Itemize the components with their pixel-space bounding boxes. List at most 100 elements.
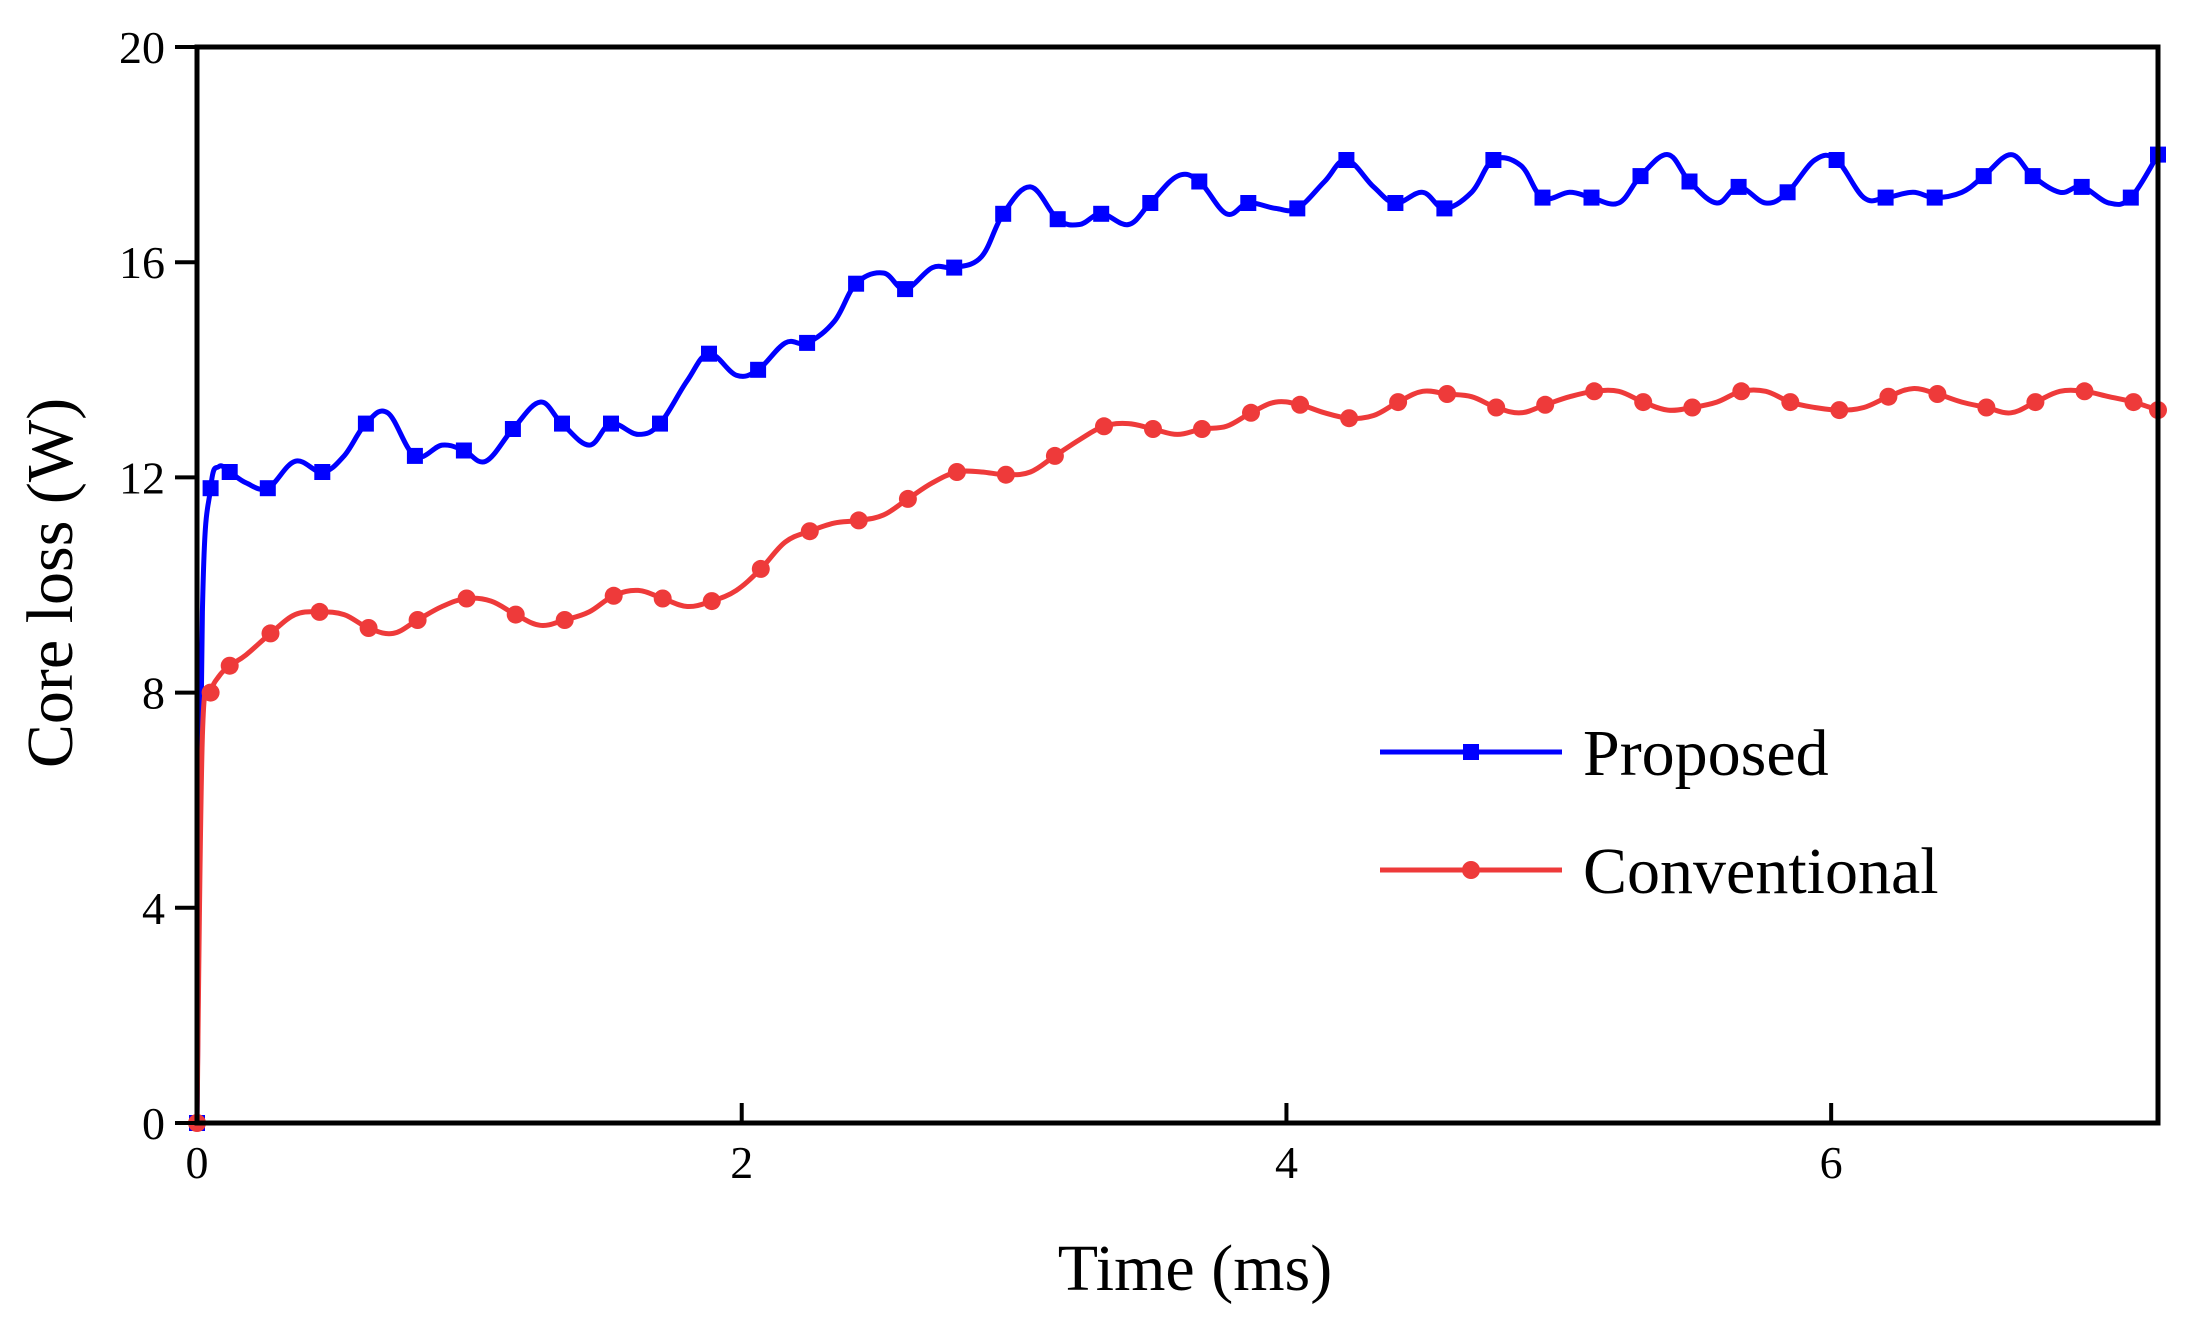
x-axis-title: Time (ms) (1058, 1232, 1332, 1305)
y-tick-label: 12 (119, 452, 165, 503)
legend-marker-proposed (1463, 744, 1479, 760)
data-point-proposed (1534, 189, 1551, 206)
data-point-proposed (799, 334, 816, 351)
data-point-proposed (455, 442, 472, 459)
legend: Proposed Conventional (1380, 717, 1939, 908)
data-point-conventional (1879, 387, 1898, 406)
data-point-conventional (1830, 401, 1849, 420)
data-point-conventional (220, 656, 239, 675)
data-point-proposed (1289, 200, 1306, 217)
x-tick-label: 4 (1275, 1137, 1298, 1188)
data-point-conventional (2075, 382, 2094, 401)
y-tick-label: 8 (142, 668, 165, 719)
data-point-conventional (1291, 395, 1310, 414)
data-point-conventional (604, 586, 623, 605)
data-point-conventional (1144, 420, 1162, 438)
data-point-proposed (1387, 195, 1404, 211)
data-point-proposed (406, 447, 423, 464)
data-point-proposed (357, 415, 374, 432)
data-point-proposed (2024, 168, 2041, 185)
data-point-conventional (947, 463, 966, 481)
data-point-proposed (897, 281, 914, 298)
data-point-proposed (504, 421, 521, 437)
data-point-proposed (314, 464, 331, 480)
data-point-proposed (701, 345, 717, 362)
data-point-proposed (1093, 205, 1110, 222)
plot-frame (194, 44, 2161, 1126)
data-point-conventional (457, 589, 476, 608)
data-point-conventional (1928, 385, 1947, 403)
data-point-proposed (1730, 178, 1747, 195)
data-point-proposed (848, 275, 865, 292)
data-point-conventional (1095, 417, 1113, 436)
data-point-conventional (1193, 420, 1211, 438)
data-point-proposed (1049, 211, 1066, 228)
data-point-conventional (1585, 382, 1604, 401)
x-tick-label: 2 (730, 1137, 753, 1188)
data-point-proposed (995, 205, 1012, 222)
data-point-proposed (1779, 184, 1796, 201)
data-point-conventional (1389, 393, 1408, 412)
data-point-conventional (653, 589, 672, 608)
series-conventional (188, 382, 2167, 1132)
data-point-conventional (751, 559, 770, 578)
data-point-conventional (201, 683, 220, 702)
data-point-conventional (1242, 403, 1260, 422)
data-point-proposed (652, 415, 668, 432)
data-point-conventional (849, 511, 868, 530)
data-point-conventional (1340, 409, 1359, 428)
data-point-conventional (1683, 398, 1702, 417)
data-point-conventional (310, 602, 329, 621)
series-line-conventional (194, 386, 2161, 1126)
data-point-proposed (1485, 152, 1502, 168)
data-point-conventional (2026, 393, 2045, 412)
y-axis-title: Core loss (W) (14, 398, 87, 768)
data-point-conventional (1634, 393, 1653, 412)
data-point-conventional (1438, 385, 1457, 403)
x-tick-label: 0 (186, 1137, 209, 1188)
data-point-proposed (750, 361, 767, 378)
data-point-proposed (1338, 152, 1355, 168)
data-point-proposed (221, 464, 238, 480)
data-point-proposed (1828, 152, 1845, 168)
data-point-proposed (1975, 168, 1992, 185)
y-tick-label: 20 (119, 22, 165, 73)
data-point-conventional (1732, 382, 1751, 401)
data-point-conventional (1977, 398, 1996, 417)
data-point-conventional (1487, 398, 1506, 417)
data-point-proposed (1632, 168, 1649, 185)
y-tick-label: 0 (142, 1098, 165, 1149)
series-proposed (189, 146, 2166, 1131)
y-tick-label: 16 (119, 237, 165, 288)
legend-marker-conventional (1462, 861, 1480, 879)
data-point-proposed (202, 480, 219, 497)
data-point-conventional (408, 611, 427, 629)
data-point-proposed (1436, 200, 1453, 217)
data-point-conventional (800, 522, 819, 541)
data-point-proposed (603, 415, 619, 432)
data-point-conventional (2124, 393, 2143, 412)
data-point-conventional (1536, 395, 1555, 414)
axes-layer (194, 44, 2161, 1126)
data-point-proposed (2073, 178, 2090, 195)
data-point-conventional (996, 465, 1015, 484)
data-point-proposed (946, 259, 963, 276)
series-layer (188, 146, 2167, 1132)
ticks-layer: 0 2 4 6 0 4 8 12 16 20 (119, 22, 1843, 1188)
data-point-conventional (1045, 446, 1064, 465)
x-tick-label: 6 (1820, 1137, 1843, 1188)
data-point-proposed (1583, 189, 1600, 206)
y-tick-label: 4 (142, 883, 165, 934)
data-point-proposed (2122, 189, 2139, 206)
data-point-proposed (1240, 195, 1257, 211)
data-point-proposed (1877, 189, 1894, 206)
data-point-proposed (1191, 173, 1208, 190)
data-point-conventional (1781, 393, 1800, 412)
data-point-conventional (359, 619, 378, 637)
data-point-conventional (506, 605, 525, 624)
data-point-conventional (702, 592, 721, 611)
legend-label-conventional: Conventional (1583, 835, 1939, 908)
data-point-proposed (1926, 189, 1943, 206)
